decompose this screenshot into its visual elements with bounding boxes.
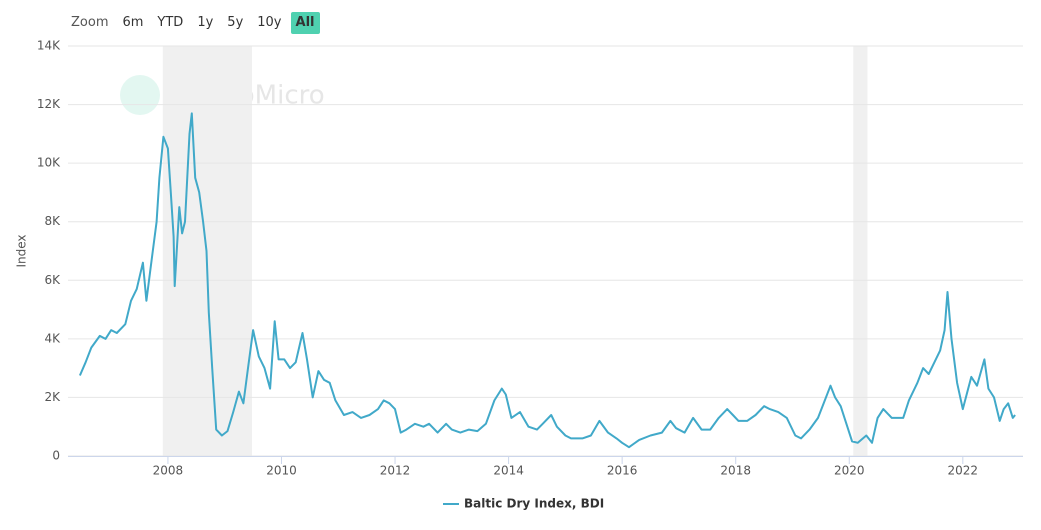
zoom-label: Zoom — [71, 15, 109, 30]
x-tick-label: 2016 — [607, 464, 638, 478]
range-button[interactable]: 6m — [122, 15, 144, 30]
x-tick-label: 2020 — [834, 464, 865, 478]
y-tick-label: 10K — [37, 156, 61, 170]
range-button[interactable]: 10y — [257, 15, 282, 30]
range-button[interactable]: 1y — [197, 15, 214, 30]
y-tick-label: 0 — [52, 449, 60, 463]
x-tick-label: 2008 — [153, 464, 184, 478]
shaded-band — [853, 46, 868, 456]
x-tick-label: 2014 — [493, 464, 524, 478]
watermark-logo — [120, 75, 160, 115]
legend-item[interactable]: Baltic Dry Index, BDI — [443, 497, 604, 511]
y-tick-label: 2K — [44, 390, 61, 404]
y-tick-label: 12K — [37, 97, 61, 111]
data-line — [78, 112, 1016, 449]
y-tick-label: 4K — [44, 331, 61, 345]
x-tick-label: 2012 — [380, 464, 411, 478]
y-tick-label: 14K — [37, 39, 61, 53]
range-button[interactable]: All — [290, 12, 320, 34]
x-tick-label: 2018 — [720, 464, 751, 478]
legend-label: Baltic Dry Index, BDI — [464, 497, 604, 511]
y-tick-label: 6K — [44, 273, 61, 287]
range-button[interactable]: 5y — [227, 15, 244, 30]
x-tick-label: 2010 — [266, 464, 297, 478]
range-selector: Zoom 6m YTD 1y 5y 10y All — [66, 12, 320, 34]
range-button[interactable]: YTD — [157, 15, 184, 30]
x-tick-label: 2022 — [948, 464, 979, 478]
y-axis-title: Index — [15, 234, 29, 267]
y-tick-label: 8K — [44, 214, 61, 228]
